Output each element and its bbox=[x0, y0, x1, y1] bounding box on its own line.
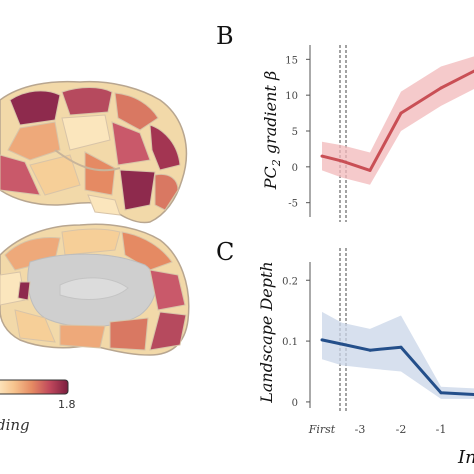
colorbar-max-label: 1.8 bbox=[58, 398, 76, 411]
panel-b-data-point bbox=[368, 168, 372, 172]
panel-c-data-point bbox=[368, 348, 372, 352]
panel-b-y-tick-label: 10 bbox=[285, 91, 298, 102]
panel-c-series-line bbox=[321, 338, 474, 396]
colorbar-caption: ding bbox=[0, 416, 30, 434]
panel-c-x-tick-label: -1 bbox=[436, 423, 447, 436]
panel-b-plot bbox=[320, 56, 474, 185]
panel-c-x-tick-label: -2 bbox=[396, 423, 407, 436]
panel-b-y-tick-label: 0 bbox=[292, 163, 298, 174]
panel-b-y-tick-label: 5 bbox=[292, 127, 298, 138]
panel-c-x-tick-label: First bbox=[308, 423, 336, 436]
panel-c-y-tick-label: 0 bbox=[292, 398, 298, 409]
panel-b-y-tick-label: 15 bbox=[285, 55, 298, 66]
panel-b-series-line bbox=[321, 69, 474, 172]
panel-c-data-point bbox=[320, 338, 324, 342]
panel-c-x-label: In bbox=[457, 447, 474, 468]
panel-b-data-point bbox=[439, 86, 443, 90]
panel-c-x-tick-label: -3 bbox=[355, 423, 366, 436]
panel-b-y-tick-label: -5 bbox=[288, 199, 298, 210]
panel-c-y-tick-label: 0.1 bbox=[282, 337, 298, 348]
panel-c-letter: C bbox=[216, 238, 234, 266]
panel-c-ci-band bbox=[322, 311, 474, 399]
colorbar: 1.8 ding bbox=[0, 379, 76, 434]
panel-b-y-label: PC2 gradient β bbox=[261, 71, 283, 190]
panel-b-data-point bbox=[340, 159, 344, 163]
panel-c-y-tick-label: 0.2 bbox=[282, 276, 298, 287]
colorbar-gradient bbox=[0, 379, 69, 395]
panel-c-data-point bbox=[399, 345, 403, 349]
panel-b-first-event-markers bbox=[339, 45, 347, 222]
brain-medial-view bbox=[0, 223, 190, 356]
panel-c-data-point bbox=[439, 391, 443, 395]
panel-b-data-point bbox=[320, 154, 324, 158]
panel-c-y-ticks: 0.2 0.1 0 bbox=[282, 276, 310, 409]
panel-c-plot bbox=[320, 311, 474, 399]
panel-c-data-point bbox=[340, 342, 344, 346]
brain-lateral-view bbox=[0, 80, 188, 224]
panel-c-y-label: Landscape Depth bbox=[257, 261, 276, 404]
panel-c-x-ticks: First -3 -2 -1 bbox=[308, 423, 447, 436]
panel-b: B 15 10 5 0 -5 PC2 gradient β bbox=[216, 22, 474, 222]
panel-c: C 0.2 0.1 0 First -3 -2 -1 Landscape Depth In bbox=[216, 238, 474, 468]
panel-b-y-ticks: 15 10 5 0 -5 bbox=[285, 55, 310, 210]
panel-b-data-point bbox=[399, 111, 403, 115]
panel-b-letter: B bbox=[216, 22, 234, 50]
